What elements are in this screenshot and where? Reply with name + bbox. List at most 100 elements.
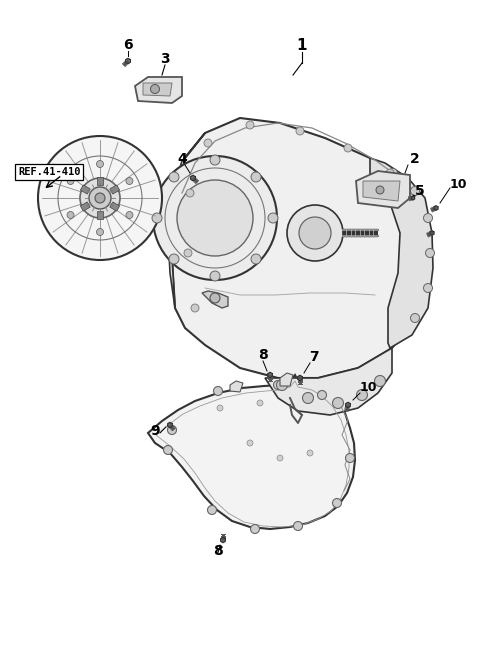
Circle shape: [307, 450, 313, 456]
Circle shape: [251, 172, 261, 182]
Circle shape: [67, 212, 74, 219]
Text: 1: 1: [297, 38, 307, 53]
Polygon shape: [411, 196, 415, 200]
Circle shape: [207, 505, 216, 515]
Circle shape: [251, 524, 260, 534]
Polygon shape: [346, 402, 350, 407]
Circle shape: [276, 379, 288, 390]
Circle shape: [287, 205, 343, 261]
Polygon shape: [148, 375, 355, 529]
Polygon shape: [434, 206, 438, 210]
Circle shape: [333, 498, 341, 507]
Polygon shape: [230, 381, 243, 392]
Circle shape: [386, 169, 394, 177]
Circle shape: [344, 144, 352, 152]
Polygon shape: [110, 202, 120, 211]
Circle shape: [247, 440, 253, 446]
Circle shape: [217, 405, 223, 411]
Polygon shape: [370, 158, 433, 348]
Polygon shape: [298, 375, 302, 381]
Text: 10: 10: [360, 381, 377, 394]
Polygon shape: [191, 176, 195, 181]
Text: 4: 4: [177, 152, 187, 166]
Circle shape: [410, 187, 420, 195]
Circle shape: [95, 193, 105, 203]
Circle shape: [152, 213, 162, 223]
Circle shape: [277, 455, 283, 461]
Polygon shape: [135, 77, 182, 103]
Circle shape: [425, 249, 434, 257]
Circle shape: [296, 127, 304, 135]
Circle shape: [299, 217, 331, 249]
Circle shape: [126, 212, 133, 219]
Circle shape: [191, 304, 199, 312]
Circle shape: [67, 178, 74, 185]
Circle shape: [80, 178, 120, 218]
Circle shape: [357, 389, 368, 400]
Polygon shape: [268, 372, 272, 377]
Circle shape: [168, 426, 177, 434]
Polygon shape: [80, 185, 90, 194]
Polygon shape: [430, 231, 434, 235]
Circle shape: [410, 313, 420, 323]
Text: 10: 10: [450, 178, 468, 191]
Circle shape: [210, 155, 220, 165]
Text: 5: 5: [415, 184, 425, 198]
Polygon shape: [168, 422, 172, 428]
Circle shape: [169, 172, 179, 182]
Circle shape: [169, 254, 179, 264]
Polygon shape: [172, 118, 432, 378]
Circle shape: [177, 180, 253, 256]
Circle shape: [186, 189, 194, 197]
Circle shape: [251, 254, 261, 264]
Polygon shape: [97, 177, 103, 185]
Circle shape: [333, 398, 344, 409]
Circle shape: [346, 453, 355, 462]
Text: 8: 8: [213, 544, 223, 558]
Circle shape: [268, 213, 278, 223]
Text: 7: 7: [309, 350, 319, 364]
Circle shape: [317, 390, 326, 400]
Polygon shape: [97, 211, 103, 219]
Text: 3: 3: [160, 52, 170, 66]
Circle shape: [423, 214, 432, 223]
Circle shape: [38, 136, 162, 260]
Circle shape: [210, 293, 220, 303]
Circle shape: [388, 168, 397, 178]
Circle shape: [374, 375, 385, 387]
Text: 9: 9: [150, 424, 160, 438]
Polygon shape: [202, 291, 228, 308]
Text: REF.41-410: REF.41-410: [18, 167, 81, 177]
Circle shape: [423, 283, 432, 293]
Text: 2: 2: [410, 152, 420, 166]
Text: 8: 8: [258, 348, 268, 362]
Circle shape: [210, 271, 220, 281]
Polygon shape: [280, 373, 293, 386]
Polygon shape: [110, 185, 120, 194]
Polygon shape: [221, 537, 225, 543]
Circle shape: [96, 229, 104, 236]
Circle shape: [302, 392, 313, 404]
Polygon shape: [363, 181, 400, 201]
Circle shape: [164, 445, 172, 454]
Polygon shape: [80, 202, 90, 211]
Polygon shape: [356, 171, 410, 208]
Circle shape: [274, 381, 283, 389]
Circle shape: [126, 178, 133, 185]
Circle shape: [214, 387, 223, 396]
Polygon shape: [168, 133, 205, 308]
Circle shape: [257, 400, 263, 406]
Circle shape: [293, 522, 302, 530]
Circle shape: [96, 161, 104, 168]
Polygon shape: [126, 58, 130, 63]
Circle shape: [246, 121, 254, 129]
Circle shape: [204, 139, 212, 147]
Polygon shape: [265, 348, 392, 415]
Circle shape: [153, 156, 277, 280]
Polygon shape: [143, 83, 172, 96]
Circle shape: [151, 84, 159, 93]
Circle shape: [89, 187, 111, 209]
Circle shape: [376, 186, 384, 194]
Text: 6: 6: [123, 38, 133, 52]
Circle shape: [184, 249, 192, 257]
